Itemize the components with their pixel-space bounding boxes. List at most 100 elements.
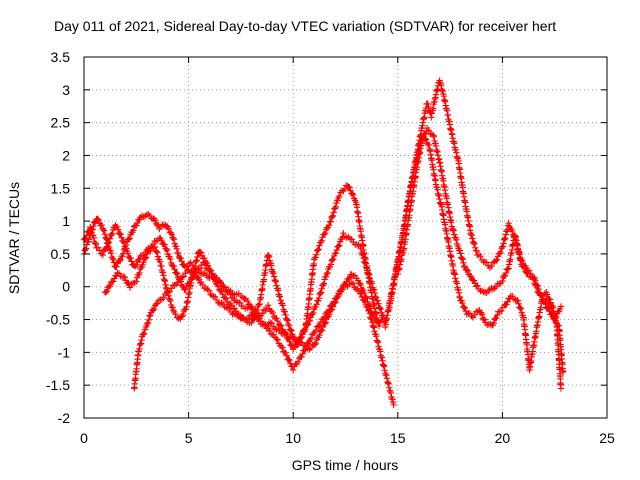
data-point: [313, 251, 320, 258]
data-point: [491, 285, 498, 292]
data-point: [315, 295, 323, 302]
data-point: [173, 269, 180, 277]
series-track-6: [386, 124, 565, 392]
data-point: [282, 330, 290, 337]
data-point: [171, 282, 178, 289]
data-point: [201, 254, 208, 262]
data-point: [154, 253, 162, 260]
data-point: [221, 283, 229, 291]
data-point: [183, 267, 191, 275]
data-point: [272, 278, 280, 285]
chart-title: Day 011 of 2021, Sidereal Day-to-day VTE…: [54, 18, 556, 34]
x-tick-label: 0: [80, 430, 88, 446]
data-point: [461, 304, 469, 312]
data-point: [505, 219, 512, 227]
data-point: [451, 231, 458, 238]
data-point: [383, 375, 391, 382]
data-point: [246, 301, 254, 309]
data-point: [307, 335, 315, 342]
data-point: [87, 224, 94, 231]
data-point: [101, 227, 108, 234]
data-point: [282, 311, 289, 319]
data-point: [248, 312, 255, 319]
data-point: [117, 256, 124, 264]
data-point: [173, 314, 181, 321]
data-point: [102, 289, 110, 296]
data-point: [502, 269, 510, 277]
data-point: [317, 289, 324, 297]
data-point: [273, 335, 280, 343]
data-point: [281, 308, 289, 315]
data-point: [181, 262, 188, 269]
data-point: [514, 297, 522, 304]
data-point: [316, 242, 323, 249]
data-point: [125, 235, 133, 243]
data-point: [236, 299, 243, 307]
data-point: [336, 291, 343, 298]
data-point: [306, 317, 314, 325]
data-point: [128, 258, 135, 265]
data-point: [208, 292, 216, 299]
data-point: [218, 299, 225, 307]
data-point: [521, 264, 528, 271]
data-point: [422, 136, 430, 143]
y-tick-label: -1: [58, 344, 71, 360]
data-point: [333, 246, 340, 254]
data-point: [536, 292, 544, 299]
data-point: [319, 323, 327, 331]
y-tick-label: 2.5: [51, 115, 71, 131]
data-point: [191, 262, 199, 270]
data-point: [196, 265, 204, 272]
data-point: [110, 278, 117, 285]
data-point: [523, 269, 530, 276]
data-point: [492, 283, 500, 290]
data-point: [136, 256, 143, 264]
data-point: [463, 311, 471, 318]
data-point: [286, 356, 293, 364]
data-point: [468, 313, 475, 320]
data-point: [163, 245, 170, 253]
data-point: [516, 304, 523, 311]
data-point: [370, 323, 377, 330]
data-point: [271, 276, 278, 284]
data-point: [298, 339, 305, 346]
data-point: [298, 353, 305, 361]
data-point: [478, 287, 486, 294]
series-track-3: [101, 182, 383, 348]
data-point: [168, 285, 175, 292]
data-point: [156, 258, 164, 265]
data-point: [362, 294, 370, 301]
data-point: [349, 280, 357, 288]
data-point: [109, 230, 116, 237]
data-point: [458, 255, 466, 262]
data-point: [150, 305, 158, 313]
data-point: [177, 274, 184, 282]
data-point: [425, 103, 432, 111]
data-point: [147, 312, 154, 319]
data-point: [139, 261, 146, 269]
data-point: [150, 215, 158, 222]
data-point: [132, 262, 139, 270]
data-point: [316, 331, 323, 339]
data-point: [283, 352, 290, 359]
data-point: [501, 272, 509, 279]
data-point: [287, 326, 294, 334]
data-point: [509, 227, 516, 235]
data-point: [266, 319, 274, 326]
data-point: [290, 366, 297, 374]
data-point: [248, 319, 255, 327]
data-point: [553, 313, 560, 321]
data-point: [332, 298, 339, 306]
data-point: [170, 263, 177, 270]
data-point: [266, 327, 273, 334]
data-point: [315, 297, 322, 305]
data-point: [174, 279, 181, 286]
data-point: [142, 254, 150, 261]
data-point: [311, 341, 319, 348]
data-point: [160, 294, 167, 301]
data-point: [494, 311, 501, 319]
data-point: [147, 247, 154, 255]
data-point: [275, 287, 282, 294]
data-point: [467, 273, 475, 280]
data-point: [323, 270, 330, 278]
